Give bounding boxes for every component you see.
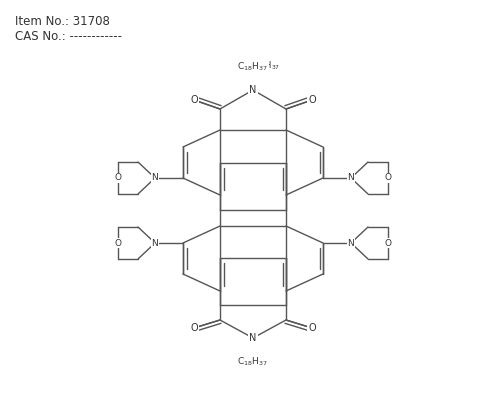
Text: C: C: [250, 63, 256, 72]
Text: $_{18}$H$_{37}$: $_{18}$H$_{37}$: [257, 60, 280, 72]
Text: O: O: [308, 95, 316, 105]
Text: N: N: [250, 85, 256, 95]
Text: N: N: [250, 333, 256, 343]
Text: N: N: [348, 174, 354, 182]
Text: Item No.: 31708: Item No.: 31708: [15, 15, 110, 28]
Text: N: N: [152, 238, 158, 248]
Text: O: O: [114, 238, 121, 248]
Text: C$_{18}$H$_{37}$: C$_{18}$H$_{37}$: [238, 355, 268, 368]
Text: N: N: [152, 174, 158, 182]
Text: O: O: [384, 174, 392, 182]
Text: O: O: [308, 323, 316, 333]
Text: N: N: [348, 238, 354, 248]
Text: CAS No.: ------------: CAS No.: ------------: [15, 30, 122, 43]
Text: O: O: [384, 238, 392, 248]
Text: O: O: [190, 95, 198, 105]
Text: C$_{18}$H$_{37}$: C$_{18}$H$_{37}$: [238, 60, 268, 73]
Text: O: O: [114, 174, 121, 182]
Text: O: O: [190, 323, 198, 333]
